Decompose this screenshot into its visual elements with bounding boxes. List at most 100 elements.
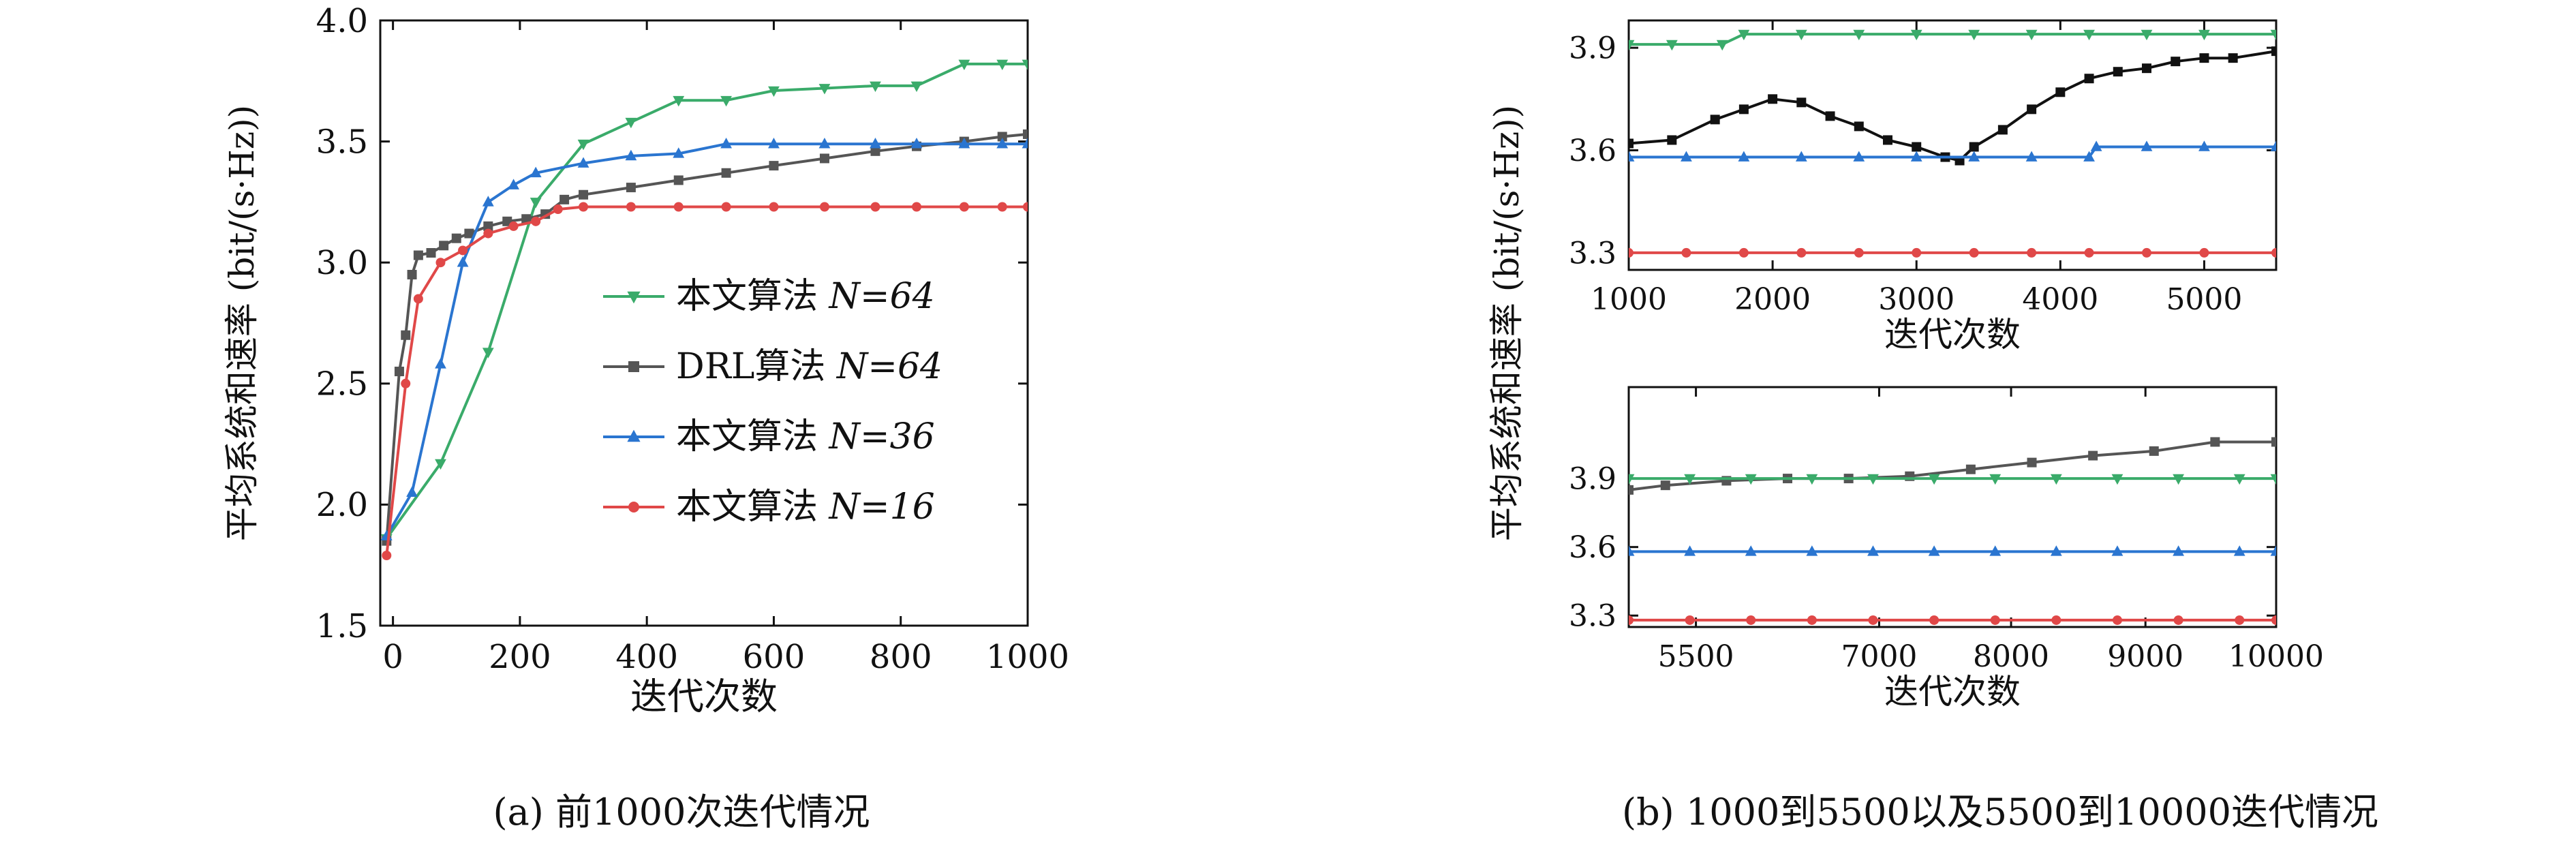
legend-label-3: 本文算法 N=16	[676, 487, 935, 527]
data-point-0	[2210, 437, 2220, 447]
legend-name: DRL算法	[676, 346, 837, 387]
data-point-3	[401, 378, 411, 388]
data-point-2	[673, 147, 685, 158]
data-point-1	[483, 221, 493, 231]
data-point-1	[819, 153, 829, 164]
x-tick-label: 600	[743, 638, 806, 676]
data-point-2	[1681, 151, 1692, 162]
data-point-0	[435, 459, 446, 470]
data-point-1	[1883, 135, 1892, 145]
data-point-0	[1853, 29, 1865, 41]
data-point-2	[2111, 545, 2123, 556]
data-point-0	[482, 348, 494, 358]
data-point-0	[1716, 40, 1728, 51]
data-point-3	[1868, 615, 1878, 625]
data-point-2	[457, 256, 469, 267]
data-point-3	[458, 245, 468, 256]
data-point-3	[2142, 247, 2151, 258]
data-point-0	[1629, 40, 1635, 51]
legend-n-value: N=64	[835, 346, 942, 387]
data-point-1	[451, 233, 461, 243]
data-point-3	[1685, 615, 1695, 625]
data-point-1	[1710, 114, 1720, 125]
data-point-0	[1968, 29, 1980, 41]
data-point-3	[1023, 202, 1028, 212]
data-point-0	[768, 86, 780, 97]
data-point-2	[2270, 545, 2276, 556]
series-line-1	[385, 132, 1028, 541]
data-point-2	[2083, 151, 2095, 162]
data-point-3	[997, 202, 1007, 212]
chart-panel-b-top: 1000 2000 3000 4000 5000 3.3 3.6 3.9 迭代次数	[1569, 19, 2278, 354]
data-point-1	[579, 189, 589, 200]
plot-frame	[1627, 386, 2278, 628]
data-point-1	[439, 241, 449, 251]
data-point-3	[553, 204, 563, 215]
data-point-3	[579, 202, 589, 212]
data-point-2	[2141, 140, 2153, 151]
data-point-1	[1912, 142, 1922, 152]
legend-label-0: 本文算法 N=64	[676, 276, 935, 317]
data-point-2	[482, 196, 494, 207]
data-point-3	[483, 228, 493, 239]
data-point-1	[2084, 74, 2094, 84]
data-point-2	[530, 166, 542, 178]
data-point-1	[1023, 129, 1028, 139]
data-point-1	[2050, 474, 2062, 485]
data-point-2	[870, 138, 881, 149]
data-point-0	[1666, 40, 1678, 51]
data-point-3	[721, 202, 731, 212]
data-point-2	[2270, 140, 2276, 151]
data-point-3	[1807, 615, 1817, 625]
data-point-0	[2083, 29, 2095, 41]
data-point-3	[2271, 615, 2276, 625]
y-tick-label: 3.3	[1569, 236, 1616, 271]
data-point-2	[1928, 545, 1940, 556]
data-point-2	[1745, 545, 1757, 556]
data-point-1	[401, 330, 411, 340]
data-point-3	[2173, 615, 2183, 625]
data-point-3	[1746, 615, 1756, 625]
data-point-0	[2027, 457, 2037, 468]
legend-name: 本文算法	[676, 276, 829, 317]
x-axis-label: 迭代次数	[630, 675, 778, 718]
data-point-1	[1684, 474, 1696, 485]
data-point-3	[1738, 247, 1749, 258]
x-axis-label: 迭代次数	[1884, 672, 2021, 712]
data-point-3	[673, 202, 684, 212]
data-point-1	[1854, 121, 1864, 132]
data-point-2	[2233, 545, 2245, 556]
data-point-1	[673, 175, 684, 185]
data-point-2	[818, 138, 831, 149]
data-point-2	[1022, 138, 1028, 149]
data-point-1	[2027, 104, 2037, 114]
data-point-1	[559, 194, 570, 204]
data-point-1	[1825, 111, 1835, 121]
data-point-0	[2270, 29, 2276, 41]
data-point-3	[2051, 615, 2061, 625]
data-point-2	[435, 358, 446, 369]
data-point-1	[1969, 142, 1979, 152]
legend-n-value: N=16	[828, 487, 935, 527]
series-line-0	[1629, 440, 2276, 491]
data-point-1	[1928, 474, 1940, 485]
legend-marker-2	[627, 429, 641, 442]
data-point-3	[769, 202, 779, 212]
legend-marker-0	[627, 291, 641, 304]
data-point-1	[1867, 474, 1879, 485]
x-tick-label: 1000	[986, 638, 1069, 676]
legend-label-2: 本文算法 N=36	[676, 416, 935, 457]
data-point-2	[1806, 545, 1818, 556]
data-point-0	[2149, 446, 2159, 456]
data-point-1	[1768, 94, 1778, 104]
data-point-0	[577, 139, 589, 151]
data-point-3	[1969, 247, 1979, 258]
data-point-2	[508, 179, 519, 189]
data-point-1	[407, 269, 417, 279]
data-point-2	[1795, 151, 1807, 162]
data-point-0	[2141, 29, 2153, 41]
data-point-2	[625, 149, 637, 161]
y-tick-label: 2.5	[316, 365, 368, 403]
chart-panel-a: 0 200 400 600 800 1000 1.5 2.0 2.5 3.0 3.5 4.0 迭代次数	[316, 2, 1069, 718]
